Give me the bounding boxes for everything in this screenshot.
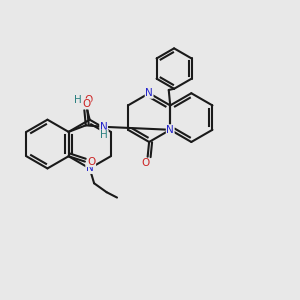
Text: N: N — [86, 164, 94, 173]
Text: O: O — [141, 158, 149, 168]
Text: H: H — [74, 95, 82, 105]
Text: H: H — [100, 130, 108, 140]
Text: N: N — [100, 122, 107, 132]
Text: O: O — [84, 95, 93, 105]
Text: O: O — [82, 99, 91, 109]
Text: N: N — [145, 88, 153, 98]
Text: N: N — [166, 125, 174, 135]
Text: O: O — [87, 157, 96, 166]
